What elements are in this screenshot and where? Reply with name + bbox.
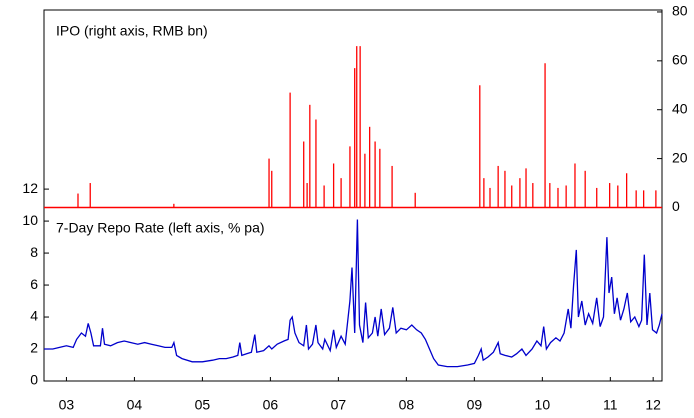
x-tick-label: 09: [467, 397, 483, 413]
x-tick-label: 11: [603, 397, 618, 413]
x-tick-label: 12: [645, 397, 661, 413]
x-tick-label: 06: [263, 397, 279, 413]
x-tick-label: 03: [59, 397, 75, 413]
y-tick-label: 0: [30, 372, 38, 388]
x-tick-label: 08: [399, 397, 415, 413]
repo-line: [44, 219, 663, 368]
y-tick-label: 10: [22, 212, 38, 228]
y2-tick-label: 80: [672, 3, 688, 19]
y-tick-label: 6: [30, 276, 38, 292]
y2-tick-label: 40: [672, 100, 688, 116]
x-tick-label: 04: [127, 397, 143, 413]
y-tick-label: 4: [30, 308, 38, 324]
y-tick-label: 12: [22, 180, 38, 196]
annotation: 7-Day Repo Rate (left axis, % pa): [56, 220, 265, 236]
x-tick-label: 05: [195, 397, 211, 413]
annotation: IPO (right axis, RMB bn): [56, 23, 208, 39]
y-tick-label: 8: [30, 244, 38, 260]
y2-tick-label: 60: [672, 52, 688, 68]
y2-tick-label: 20: [672, 149, 688, 165]
x-tick-label: 10: [535, 397, 551, 413]
plot-frame: [43, 9, 663, 382]
y2-tick-label: 0: [672, 198, 680, 214]
x-tick-label: 07: [331, 397, 347, 413]
y-tick-label: 2: [30, 340, 38, 356]
